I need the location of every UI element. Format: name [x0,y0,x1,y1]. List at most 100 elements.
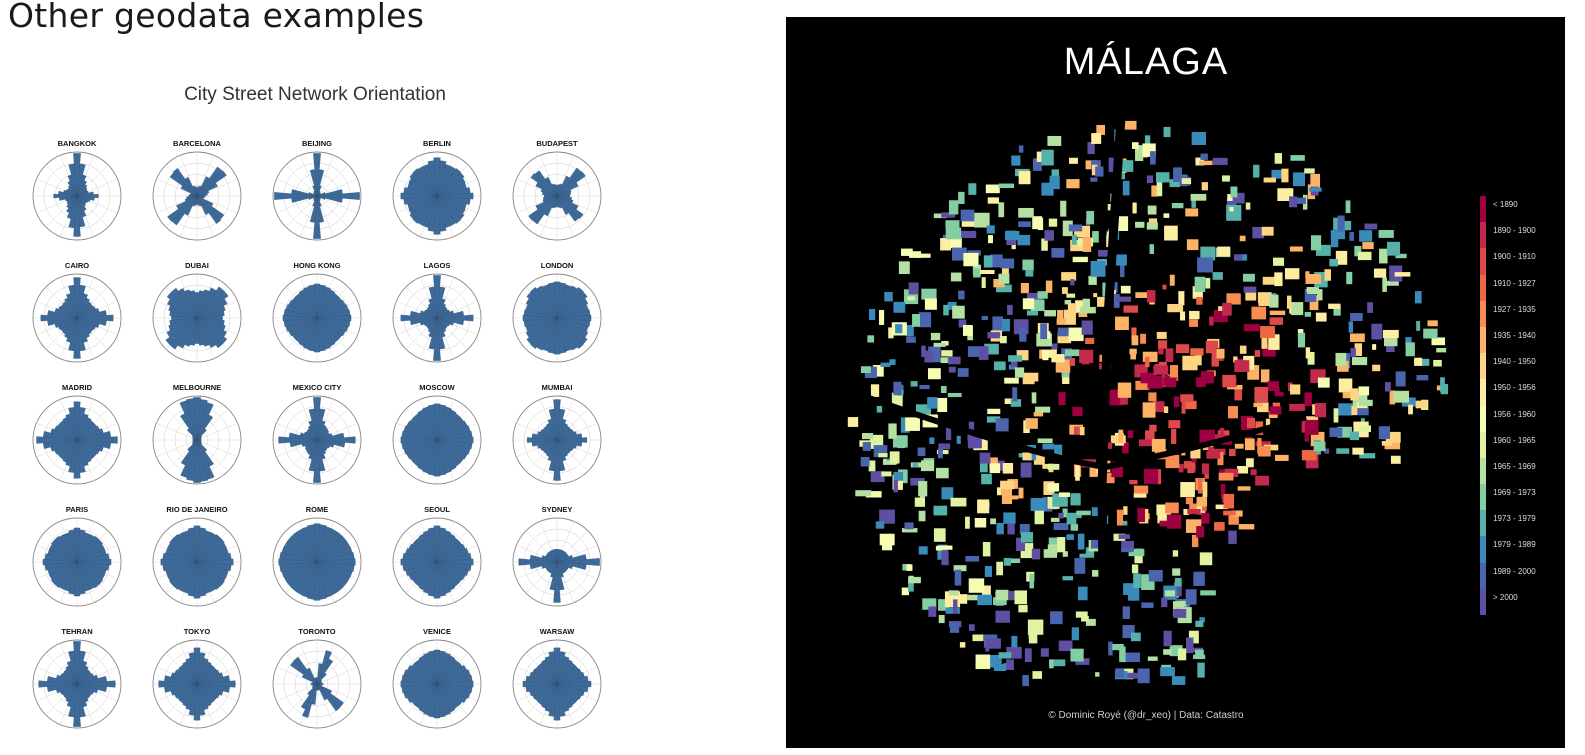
building-block [1228,448,1236,457]
building-block [963,252,979,267]
orientation-bar [172,534,198,563]
building-block [1090,160,1101,170]
city-label: BEIJING [302,139,332,148]
building-block [928,606,937,617]
building-block [1051,169,1060,182]
orientation-bar [68,163,78,197]
building-block [1200,246,1216,261]
building-block [1328,303,1341,309]
orientation-bar [288,299,318,319]
building-block [901,587,910,596]
building-block [1135,380,1150,390]
orientation-bar [196,683,224,696]
building-block [921,288,937,300]
building-block [1022,298,1035,310]
building-block [990,254,1003,268]
building-block [1004,377,1019,384]
building-block [1163,377,1169,386]
orientation-bar [522,314,558,322]
legend-swatch [1480,510,1486,537]
orientation-bar [556,558,600,566]
building-block [898,261,910,275]
building-block [1269,310,1286,316]
building-block [1305,273,1321,284]
building-block [1057,327,1069,337]
orientation-bar [58,305,78,319]
building-block [1115,316,1129,331]
building-block [1338,403,1353,416]
orientation-bar [298,317,318,347]
orientation-bar [73,561,81,597]
building-block [1090,260,1106,277]
building-block [1247,365,1260,380]
building-block [1074,558,1086,574]
orientation-bar [541,683,558,709]
city-label: MEXICO CITY [293,383,342,392]
building-block [1268,334,1280,350]
building-block [906,336,916,343]
building-block [945,607,960,614]
building-block [889,451,900,464]
building-block [1233,356,1238,363]
building-block [1239,235,1246,242]
building-block [979,460,988,473]
building-block [985,184,1000,194]
building-block [1289,384,1301,395]
orientation-bar [76,439,104,452]
building-block [948,366,956,373]
legend-label: < 1890 [1493,200,1518,209]
orientation-bar [174,669,198,685]
orientation-bar [73,153,81,197]
building-block [1269,317,1284,325]
orientation-bar [422,439,438,474]
building-block [979,269,995,275]
building-block [1350,388,1359,401]
orientation-bar [522,680,558,688]
orientation-bar [76,293,88,319]
building-block [1199,552,1213,566]
building-block [1245,438,1255,451]
building-block [1226,204,1242,221]
building-block [1372,344,1377,350]
building-block [1077,586,1088,601]
building-block [1427,320,1438,327]
building-block [1148,392,1157,402]
orientation-bar [532,668,558,685]
orientation-bar [196,317,216,348]
orientation-bar [76,193,99,199]
orientation-bar [556,195,580,222]
orientation-bar [556,195,570,215]
building-block [1146,290,1156,303]
orientation-bar [427,527,438,563]
orientation-bar [418,683,438,713]
building-block [912,462,919,468]
orientation-bar [278,436,318,444]
orientation-bar [76,314,114,322]
orientation-bar [302,683,318,718]
orientation-bar [436,306,447,319]
building-block [1032,671,1043,679]
building-block [1197,662,1205,678]
orientation-bar [65,439,78,467]
building-block [1066,179,1080,189]
orientation-bar [313,317,321,353]
orientation-bar [169,561,198,587]
orientation-bar [196,436,202,441]
building-block [922,598,937,610]
legend-label: > 2000 [1493,592,1518,602]
building-block [1066,534,1075,540]
building-block [1022,452,1032,461]
building-block [1062,576,1074,581]
building-block [1257,292,1272,304]
orientation-bar [76,417,92,441]
city-label: MOSCOW [419,383,455,392]
building-block [1007,523,1015,535]
building-block [879,509,895,524]
polar-city-plot: MEXICO CITY [272,383,362,485]
orientation-bar [274,192,318,200]
building-age-map [847,116,1449,687]
building-block [1042,350,1049,361]
building-block [1238,524,1255,530]
orientation-bar [196,558,234,566]
orientation-bar [59,534,78,563]
